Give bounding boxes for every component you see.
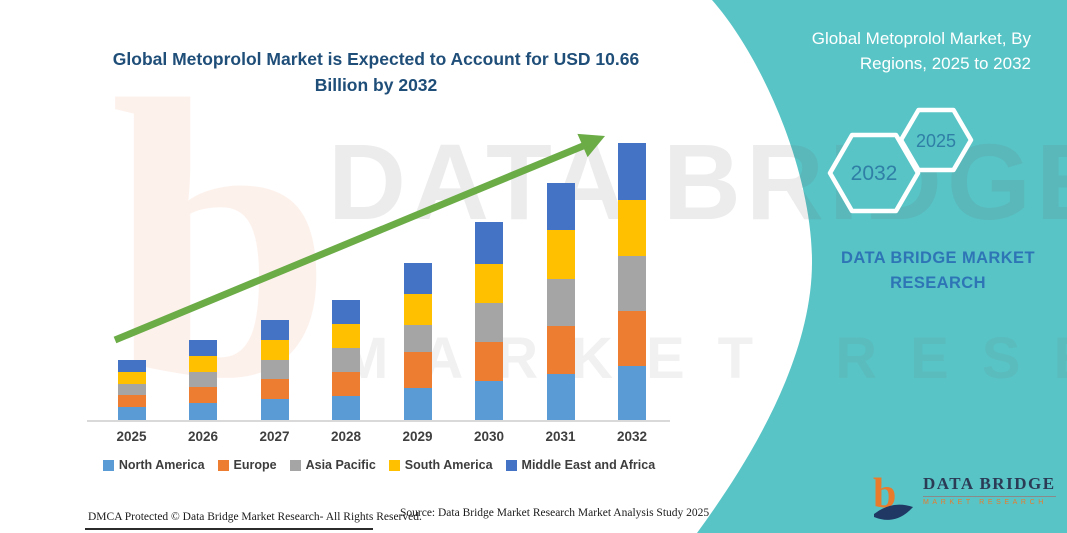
bar-2029 <box>403 263 432 420</box>
hexagon-2025-icon <box>898 107 974 173</box>
bar-2030 <box>475 222 503 420</box>
legend-swatch <box>217 459 229 471</box>
hexagon-2032-label: 2032 <box>851 162 898 185</box>
bar-segment <box>260 399 289 420</box>
bars-layer: 2025 2026 2027 2028 2029 2030 2031 2032 <box>116 142 648 444</box>
bar-segment <box>546 374 575 420</box>
x-axis-label: 2027 <box>259 429 290 444</box>
bar-segment <box>546 183 575 231</box>
logo-divider <box>923 496 1056 497</box>
sidebar-brand-line2: RESEARCH <box>890 274 986 292</box>
sidebar-heading-line2: Regions, 2025 to 2032 <box>859 54 1031 73</box>
logo-subtitle: MARKET RESEARCH <box>923 499 1047 506</box>
footer-divider-line <box>85 528 373 530</box>
bar-segment <box>260 339 289 361</box>
bar-segment <box>117 407 146 420</box>
legend-swatch <box>289 459 301 471</box>
x-axis-label: 2030 <box>473 429 505 444</box>
bar-segment <box>618 311 646 367</box>
legend-label: South America <box>404 458 493 472</box>
bar-segment <box>117 395 146 408</box>
bar-segment <box>332 300 360 325</box>
chart-title-line2: Billion by 2032 <box>314 75 438 95</box>
bar-segment <box>403 324 432 352</box>
hexagon-2032-icon <box>827 132 921 214</box>
chart-title: Global Metoprolol Market is Expected to … <box>98 46 654 98</box>
sidebar-heading-line1: Global Metoprolol Market, By <box>811 29 1031 48</box>
bar-segment <box>189 403 217 420</box>
bar-2026 <box>189 340 217 420</box>
bar-segment <box>618 366 646 420</box>
sidebar-brand-line1: DATA BRIDGE MARKET <box>841 249 1035 267</box>
bar-segment <box>332 324 360 349</box>
legend-label: Middle East and Africa <box>521 458 656 472</box>
legend-item: Middle East and Africa <box>505 458 656 472</box>
bar-segment <box>332 348 360 372</box>
legend-label: Asia Pacific <box>305 458 376 472</box>
sidebar-brand-text: DATA BRIDGE MARKET RESEARCH <box>793 246 1067 296</box>
x-axis-label: 2026 <box>187 429 219 444</box>
bar-segment <box>260 360 289 380</box>
bar-segment <box>117 360 146 372</box>
bar-segment <box>189 340 217 357</box>
x-axis-label: 2025 <box>116 429 147 444</box>
bar-segment <box>475 381 503 420</box>
bar-2027 <box>260 320 289 420</box>
bar-segment <box>403 388 432 420</box>
bar-segment <box>332 371 360 396</box>
x-axis-line <box>87 420 670 422</box>
chart-title-line1: Global Metoprolol Market is Expected to … <box>112 49 640 69</box>
legend-swatch <box>102 459 114 471</box>
databridge-logo-icon: b <box>873 474 913 520</box>
logo-name: DATA BRIDGE <box>923 474 1056 493</box>
x-axis-label: 2032 <box>616 429 648 444</box>
bar-segment <box>546 230 575 279</box>
footer-source-text: Source: Data Bridge Market Research Mark… <box>400 507 710 519</box>
sidebar-heading: Global Metoprolol Market, By Regions, 20… <box>731 26 1031 76</box>
bar-segment <box>618 255 646 312</box>
hexagon-years-graphic: 2032 2025 <box>827 107 974 214</box>
x-axis-label: 2029 <box>402 429 433 444</box>
legend-item: North America <box>102 458 205 472</box>
x-axis-label: 2028 <box>330 429 362 444</box>
bar-segment <box>546 278 575 326</box>
bar-segment <box>117 384 146 396</box>
footer-dmca-text: DMCA Protected © Data Bridge Market Rese… <box>88 511 422 523</box>
bar-2025 <box>117 360 146 420</box>
legend-item: South America <box>388 458 493 472</box>
legend-label: North America <box>118 458 205 472</box>
legend-label: Europe <box>233 458 277 472</box>
bar-segment <box>189 356 217 373</box>
bar-segment <box>618 199 646 256</box>
legend-item: Asia Pacific <box>289 458 376 472</box>
bar-2028 <box>332 300 360 420</box>
legend-swatch <box>388 459 400 471</box>
bar-segment <box>260 379 289 400</box>
bar-segment <box>546 325 575 375</box>
x-axis-label: 2031 <box>545 429 576 444</box>
legend-item: Europe <box>217 458 277 472</box>
hexagon-2025-label: 2025 <box>916 131 956 151</box>
bar-2032 <box>618 142 646 420</box>
bar-segment <box>260 320 289 340</box>
chart-legend: North America Europe Asia Pacific South Ame… <box>84 458 674 472</box>
bar-segment <box>403 294 432 325</box>
bar-segment <box>189 387 217 404</box>
bar-segment <box>189 372 217 388</box>
bar-segment <box>332 395 360 420</box>
bar-segment <box>475 263 503 304</box>
bar-segment <box>403 351 432 389</box>
bar-segment <box>475 303 503 343</box>
databridge-logo: b DATA BRIDGE MARKET RESEARCH <box>872 474 1056 522</box>
bar-2031 <box>546 183 575 420</box>
bar-segment <box>403 263 432 295</box>
bar-segment <box>117 371 146 385</box>
bar-segment <box>618 142 646 200</box>
legend-swatch <box>505 459 517 471</box>
bar-segment <box>475 342 503 382</box>
bar-segment <box>475 222 503 264</box>
